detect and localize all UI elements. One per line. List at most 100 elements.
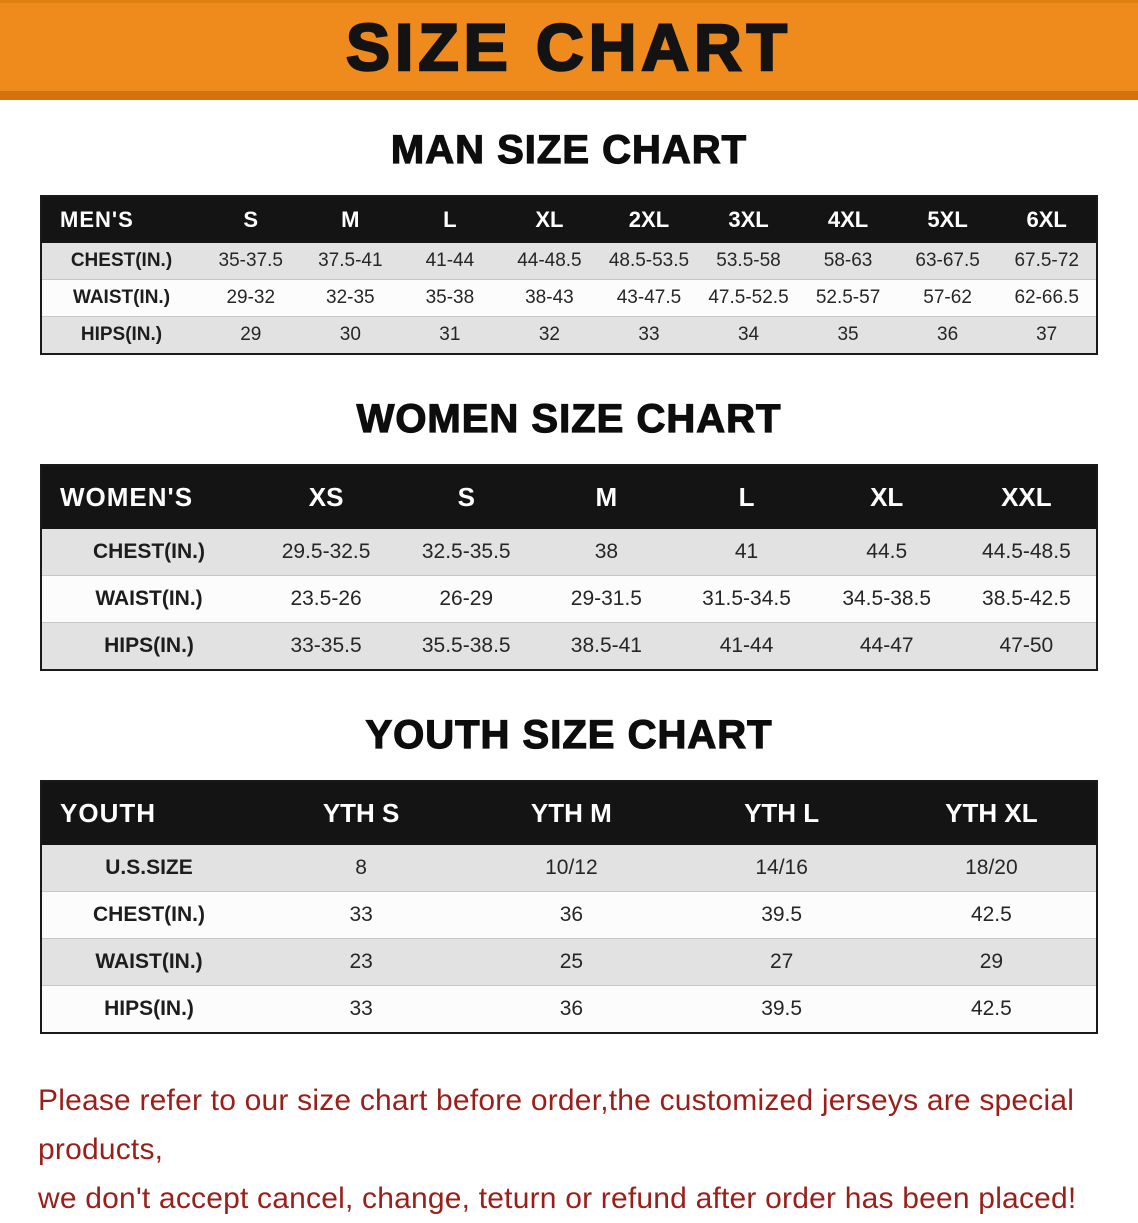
size-value: 35.5-38.5 [421,634,511,657]
size-value: 23.5-26 [290,587,362,610]
row-label: HIPS(IN.) [104,634,194,657]
table-row: WAIST(IN.) 29-32 32-35 35-38 38-43 43-47.5 47.… [41,279,1097,317]
table-row: WAIST(IN.) 23 25 27 29 [41,938,1097,986]
size-value: 32-35 [326,287,375,308]
row-label: CHEST(IN.) [93,540,205,563]
size-value: 44.5 [866,540,908,563]
column-header: L [676,465,817,529]
size-table: WOMEN'S XS S M L XL XXL CHEST(IN.) 29.5-32.5 32.5… [40,464,1098,671]
size-value: 38-43 [525,287,574,308]
column-header: 5XL [897,196,998,243]
row-label: HIPS(IN.) [80,324,163,345]
footer-line-2: we don't accept cancel, change, teturn o… [38,1182,1077,1215]
column-header: M [300,196,401,243]
size-value: 38.5-42.5 [982,587,1071,610]
table-corner-label: WOMEN'S [41,465,256,529]
size-value: 35-37.5 [218,250,283,271]
table-row: CHEST(IN.) 29.5-32.5 32.5-35.5 38 41 44.5 44.5… [41,529,1097,576]
size-value: 62-66.5 [1014,287,1079,308]
column-header: XL [499,196,600,243]
size-chart-section: MAN SIZE CHART MEN'S S M L XL 2XL 3XL 4XL 5XL 6XL C… [0,127,1138,355]
size-chart-banner: SIZE CHART [0,0,1138,100]
size-value: 23 [349,950,373,973]
size-value: 29-32 [226,287,276,308]
size-value: 57-62 [923,287,972,308]
column-header: 4XL [798,196,898,243]
size-value: 47.5-52.5 [708,287,789,308]
size-value: 41 [734,540,759,563]
size-value: 36 [937,324,959,345]
column-header: YTH XL [886,781,1097,845]
size-value: 42.5 [970,997,1012,1020]
section-title: YOUTH SIZE CHART [365,712,773,757]
column-header: XS [256,465,397,529]
size-value: 42.5 [970,903,1012,926]
size-value: 38.5-41 [570,634,642,657]
size-value: 32.5-35.5 [421,540,511,563]
size-value: 37 [1036,324,1058,345]
section-title: MAN SIZE CHART [390,127,748,172]
column-header: M [536,465,677,529]
size-value: 33 [349,997,373,1020]
size-value: 34 [737,324,760,345]
size-chart-section: YOUTH SIZE CHART YOUTH YTH S YTH M YTH L YTH … [0,712,1138,1034]
size-value: 37.5-41 [318,250,383,271]
size-value: 27 [769,950,794,973]
size-value: 36 [559,997,584,1020]
size-value: 31 [439,324,461,345]
size-value: 44.5-48.5 [982,540,1071,563]
size-value: 48.5-53.5 [608,250,690,271]
size-value: 34.5-38.5 [842,587,932,610]
size-value: 44-47 [859,634,914,657]
row-label: WAIST(IN.) [72,287,171,308]
header-row: YOUTH YTH S YTH M YTH L YTH XL [41,781,1097,845]
size-value: 52.5-57 [815,287,881,308]
table-row: WAIST(IN.) 23.5-26 26-29 29-31.5 31.5-34.5 34… [41,575,1097,623]
size-value: 33 [349,903,373,926]
size-table: MEN'S S M L XL 2XL 3XL 4XL 5XL 6XL CHEST(IN.) 35-37… [40,195,1098,355]
size-value: 29 [240,324,262,345]
size-value: 39.5 [761,903,803,926]
size-value: 39.5 [761,997,803,1020]
size-value: 35 [837,324,859,345]
column-header: XL [816,465,957,529]
size-value: 43-47.5 [616,287,682,308]
section-title: WOMEN SIZE CHART [356,396,782,441]
size-value: 29 [979,950,1004,973]
table-row: HIPS(IN.) 33-35.5 35.5-38.5 38.5-41 41-44 44-… [41,622,1097,670]
table-corner-label: MEN'S [41,196,201,243]
size-value: 10/12 [545,856,598,879]
column-header: 6XL [997,196,1097,243]
footer-line-1: Please refer to our size chart before or… [38,1084,1075,1166]
size-value: 44-48.5 [517,250,582,271]
size-value: 41-44 [719,634,774,657]
row-label: WAIST(IN.) [95,950,203,973]
size-value: 63-67.5 [915,250,980,271]
table-row: CHEST(IN.) 35-37.5 37.5-41 41-44 44-48.5 48.5… [41,243,1097,280]
size-value: 53.5-58 [716,250,781,271]
row-label: U.S.SIZE [105,856,193,879]
column-header: S [201,196,301,243]
size-value: 31.5-34.5 [702,587,791,610]
size-value: 38 [594,540,619,563]
column-header: L [400,196,500,243]
size-value: 41-44 [425,250,475,271]
table-row: HIPS(IN.) 33 36 39.5 42.5 [41,985,1097,1033]
size-value: 32 [538,324,560,345]
page-title: SIZE CHART [345,9,792,86]
size-value: 29-31.5 [570,587,642,610]
size-value: 8 [355,856,367,879]
row-label: CHEST(IN.) [93,903,205,926]
size-value: 35-38 [425,287,475,308]
column-header: XXL [956,465,1097,529]
size-value: 33-35.5 [290,634,362,657]
size-value: 18/20 [965,856,1018,879]
size-value: 25 [559,950,584,973]
row-label: WAIST(IN.) [95,587,203,610]
header-row: MEN'S S M L XL 2XL 3XL 4XL 5XL 6XL [41,196,1097,243]
column-header: 3XL [698,196,799,243]
table-row: CHEST(IN.) 33 36 39.5 42.5 [41,891,1097,939]
table-row: HIPS(IN.) 29 30 31 32 33 34 35 36 37 [41,316,1097,354]
column-header: S [396,465,537,529]
